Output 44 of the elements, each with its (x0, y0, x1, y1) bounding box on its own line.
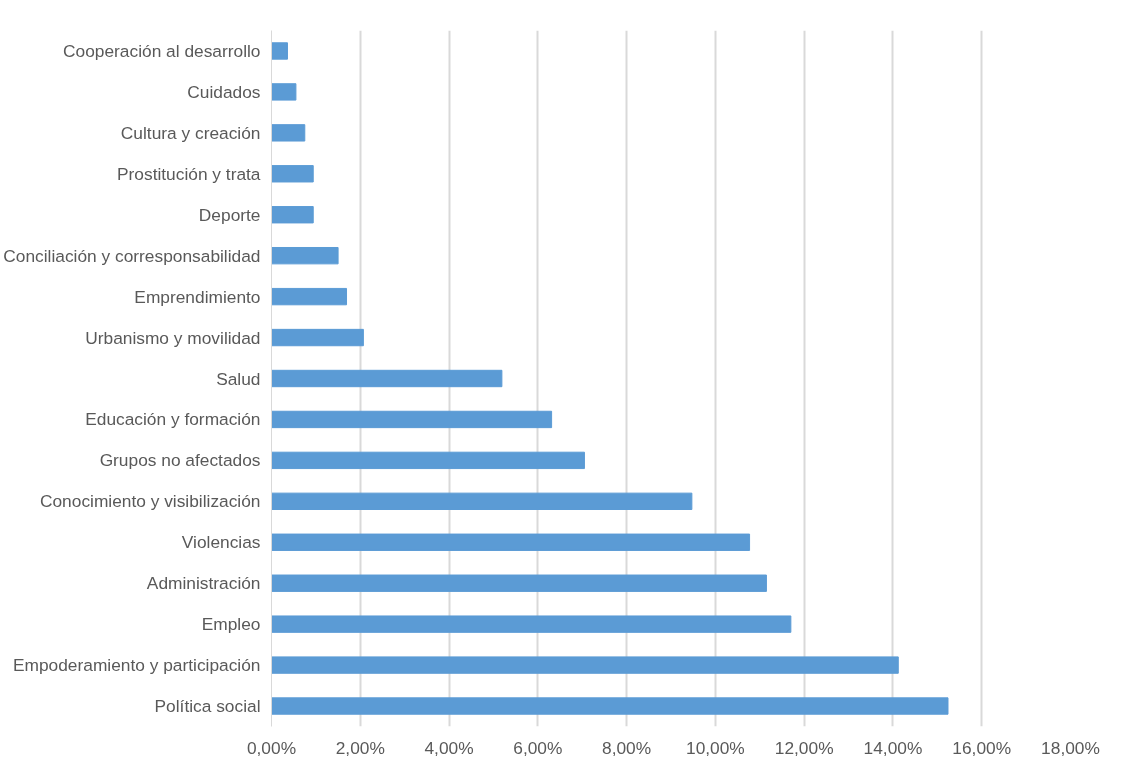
bar (271, 410, 553, 429)
x-tick-label: 2,00% (335, 737, 385, 758)
y-tick-label: Grupos no afectados (99, 450, 261, 471)
x-tick-label: 12,00% (774, 737, 834, 758)
bar (271, 574, 767, 592)
y-tick-label: Política social (154, 696, 261, 717)
x-tick-label: 0,00% (246, 737, 297, 758)
x-tick-label: 8,00% (602, 737, 652, 758)
bar (271, 615, 792, 633)
y-tick-label: Prostitución y trata (117, 163, 261, 184)
bar (271, 42, 288, 60)
bar (271, 369, 503, 388)
bar (271, 656, 899, 674)
bar (271, 451, 585, 470)
y-tick-label: Cuidados (187, 81, 261, 102)
x-tick-label: 14,00% (863, 737, 923, 758)
x-tick-label: 4,00% (424, 737, 474, 758)
y-tick-label: Empoderamiento y participación (12, 655, 261, 676)
y-tick-label: Educación y formación (85, 409, 261, 430)
bar (271, 165, 314, 183)
x-tick-label: 6,00% (513, 737, 563, 758)
x-tick-label: 10,00% (686, 737, 745, 758)
y-tick-label: Emprendimiento (134, 286, 261, 307)
y-tick-label: Conciliación y corresponsabilidad (3, 245, 261, 266)
bar (271, 533, 751, 551)
y-tick-label: Salud (216, 368, 261, 389)
y-tick-label: Deporte (198, 204, 261, 225)
y-tick-label: Urbanismo y movilidad (85, 327, 261, 348)
bar (271, 206, 314, 224)
y-tick-label: Conocimiento y visibilización (39, 491, 261, 512)
bar (271, 83, 297, 101)
bar (271, 492, 693, 511)
bar (271, 124, 306, 142)
y-tick-label: Cooperación al desarrollo (63, 40, 261, 61)
y-tick-label: Violencias (181, 532, 261, 553)
y-tick-label: Cultura y creación (120, 122, 261, 143)
bar (271, 246, 339, 265)
y-tick-label: Administración (146, 573, 261, 594)
y-tick-label: Empleo (201, 614, 261, 635)
x-tick-label: 18,00% (1041, 737, 1100, 758)
x-tick-label: 16,00% (952, 737, 1012, 758)
bar (271, 697, 949, 715)
bar (271, 328, 364, 347)
bar (271, 287, 348, 306)
